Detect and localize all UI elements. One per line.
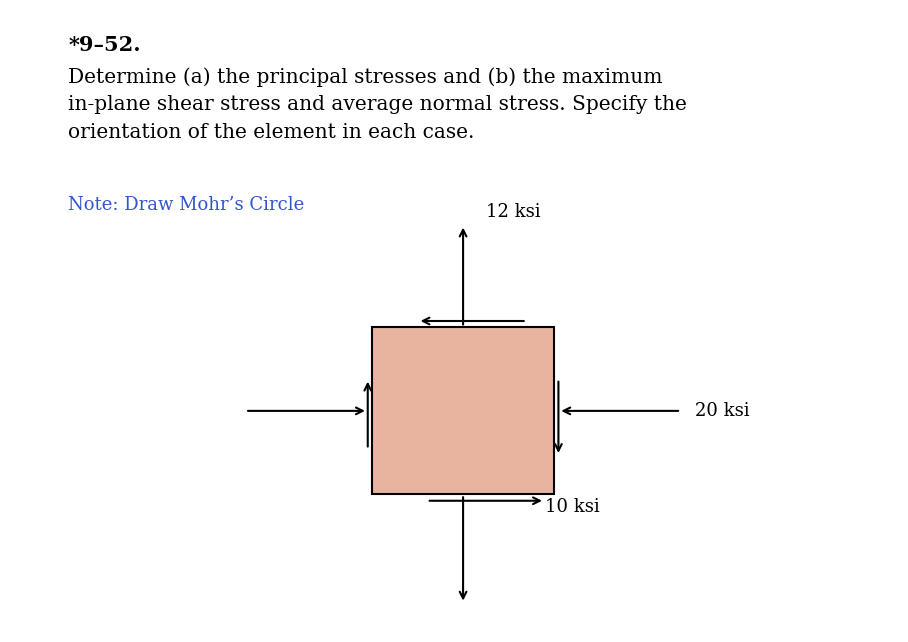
Text: 10 ksi: 10 ksi [545, 498, 599, 516]
Text: 12 ksi: 12 ksi [486, 204, 540, 221]
Text: 20 ksi: 20 ksi [695, 402, 749, 420]
Text: *9–52.: *9–52. [68, 35, 141, 55]
Bar [372, 327, 554, 494]
Text: Note: Draw Mohr’s Circle: Note: Draw Mohr’s Circle [68, 196, 304, 214]
Text: Determine (a) the principal stresses and (b) the maximum
in-plane shear stress a: Determine (a) the principal stresses and… [68, 67, 687, 142]
